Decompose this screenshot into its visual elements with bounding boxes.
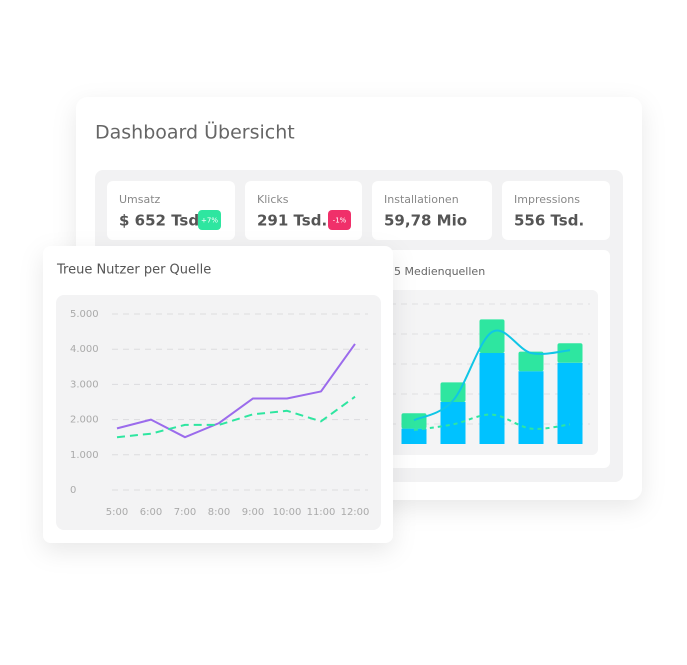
y-tick-label: 2.000 [70,415,99,426]
badge [198,210,221,230]
bar-segment [557,343,583,363]
chart-title: Treue Nutzer per Quelle [56,263,211,278]
line-series [116,395,356,439]
x-tick-label: 12:00 [341,507,370,518]
badge-text: +7% [201,217,218,225]
bar-segment [479,319,505,353]
bar-segment [479,353,505,444]
bar-segment [518,351,544,372]
kpi-label: Umsatz [119,193,161,206]
kpi-value: 59,78 Mio [384,212,467,230]
kpi-value: 291 Tsd. [257,212,327,230]
bar-segment [401,413,427,429]
x-tick-label: 6:00 [140,507,162,518]
y-tick-label: 1.000 [70,450,99,461]
trend-line [413,329,571,422]
x-tick-label: 7:00 [174,507,196,518]
badge [328,210,351,230]
y-tick-label: 3.000 [70,379,99,390]
kpi-label: Klicks [257,193,289,206]
x-tick-label: 5:00 [106,507,128,518]
kpi-card [502,181,610,240]
chart-title: Top 5 Medienquellen [371,265,485,278]
trend-line [413,413,571,431]
x-tick-label: 8:00 [208,507,230,518]
kpi-label: Installationen [384,193,459,206]
kpi-card [372,181,492,240]
kpi-value: 556 Tsd. [514,212,584,230]
dashboard-title: Dashboard Übersicht [95,121,295,144]
bar-segment [401,428,427,444]
x-tick-label: 9:00 [242,507,264,518]
bar-segment [557,362,583,444]
plot-bg [56,295,381,530]
badge-text: -1% [333,217,347,225]
x-tick-label: 10:00 [273,507,302,518]
y-tick-label: 0 [70,485,76,496]
y-tick-label: 4.000 [70,344,99,355]
y-tick-label: 5.000 [70,309,99,320]
x-tick-label: 11:00 [307,507,336,518]
kpi-label: Impressions [514,193,580,206]
bar-segment [518,371,544,444]
bar-segment [440,382,466,402]
line-series [116,343,356,439]
kpi-value: $ 652 Tsd. [119,212,205,230]
